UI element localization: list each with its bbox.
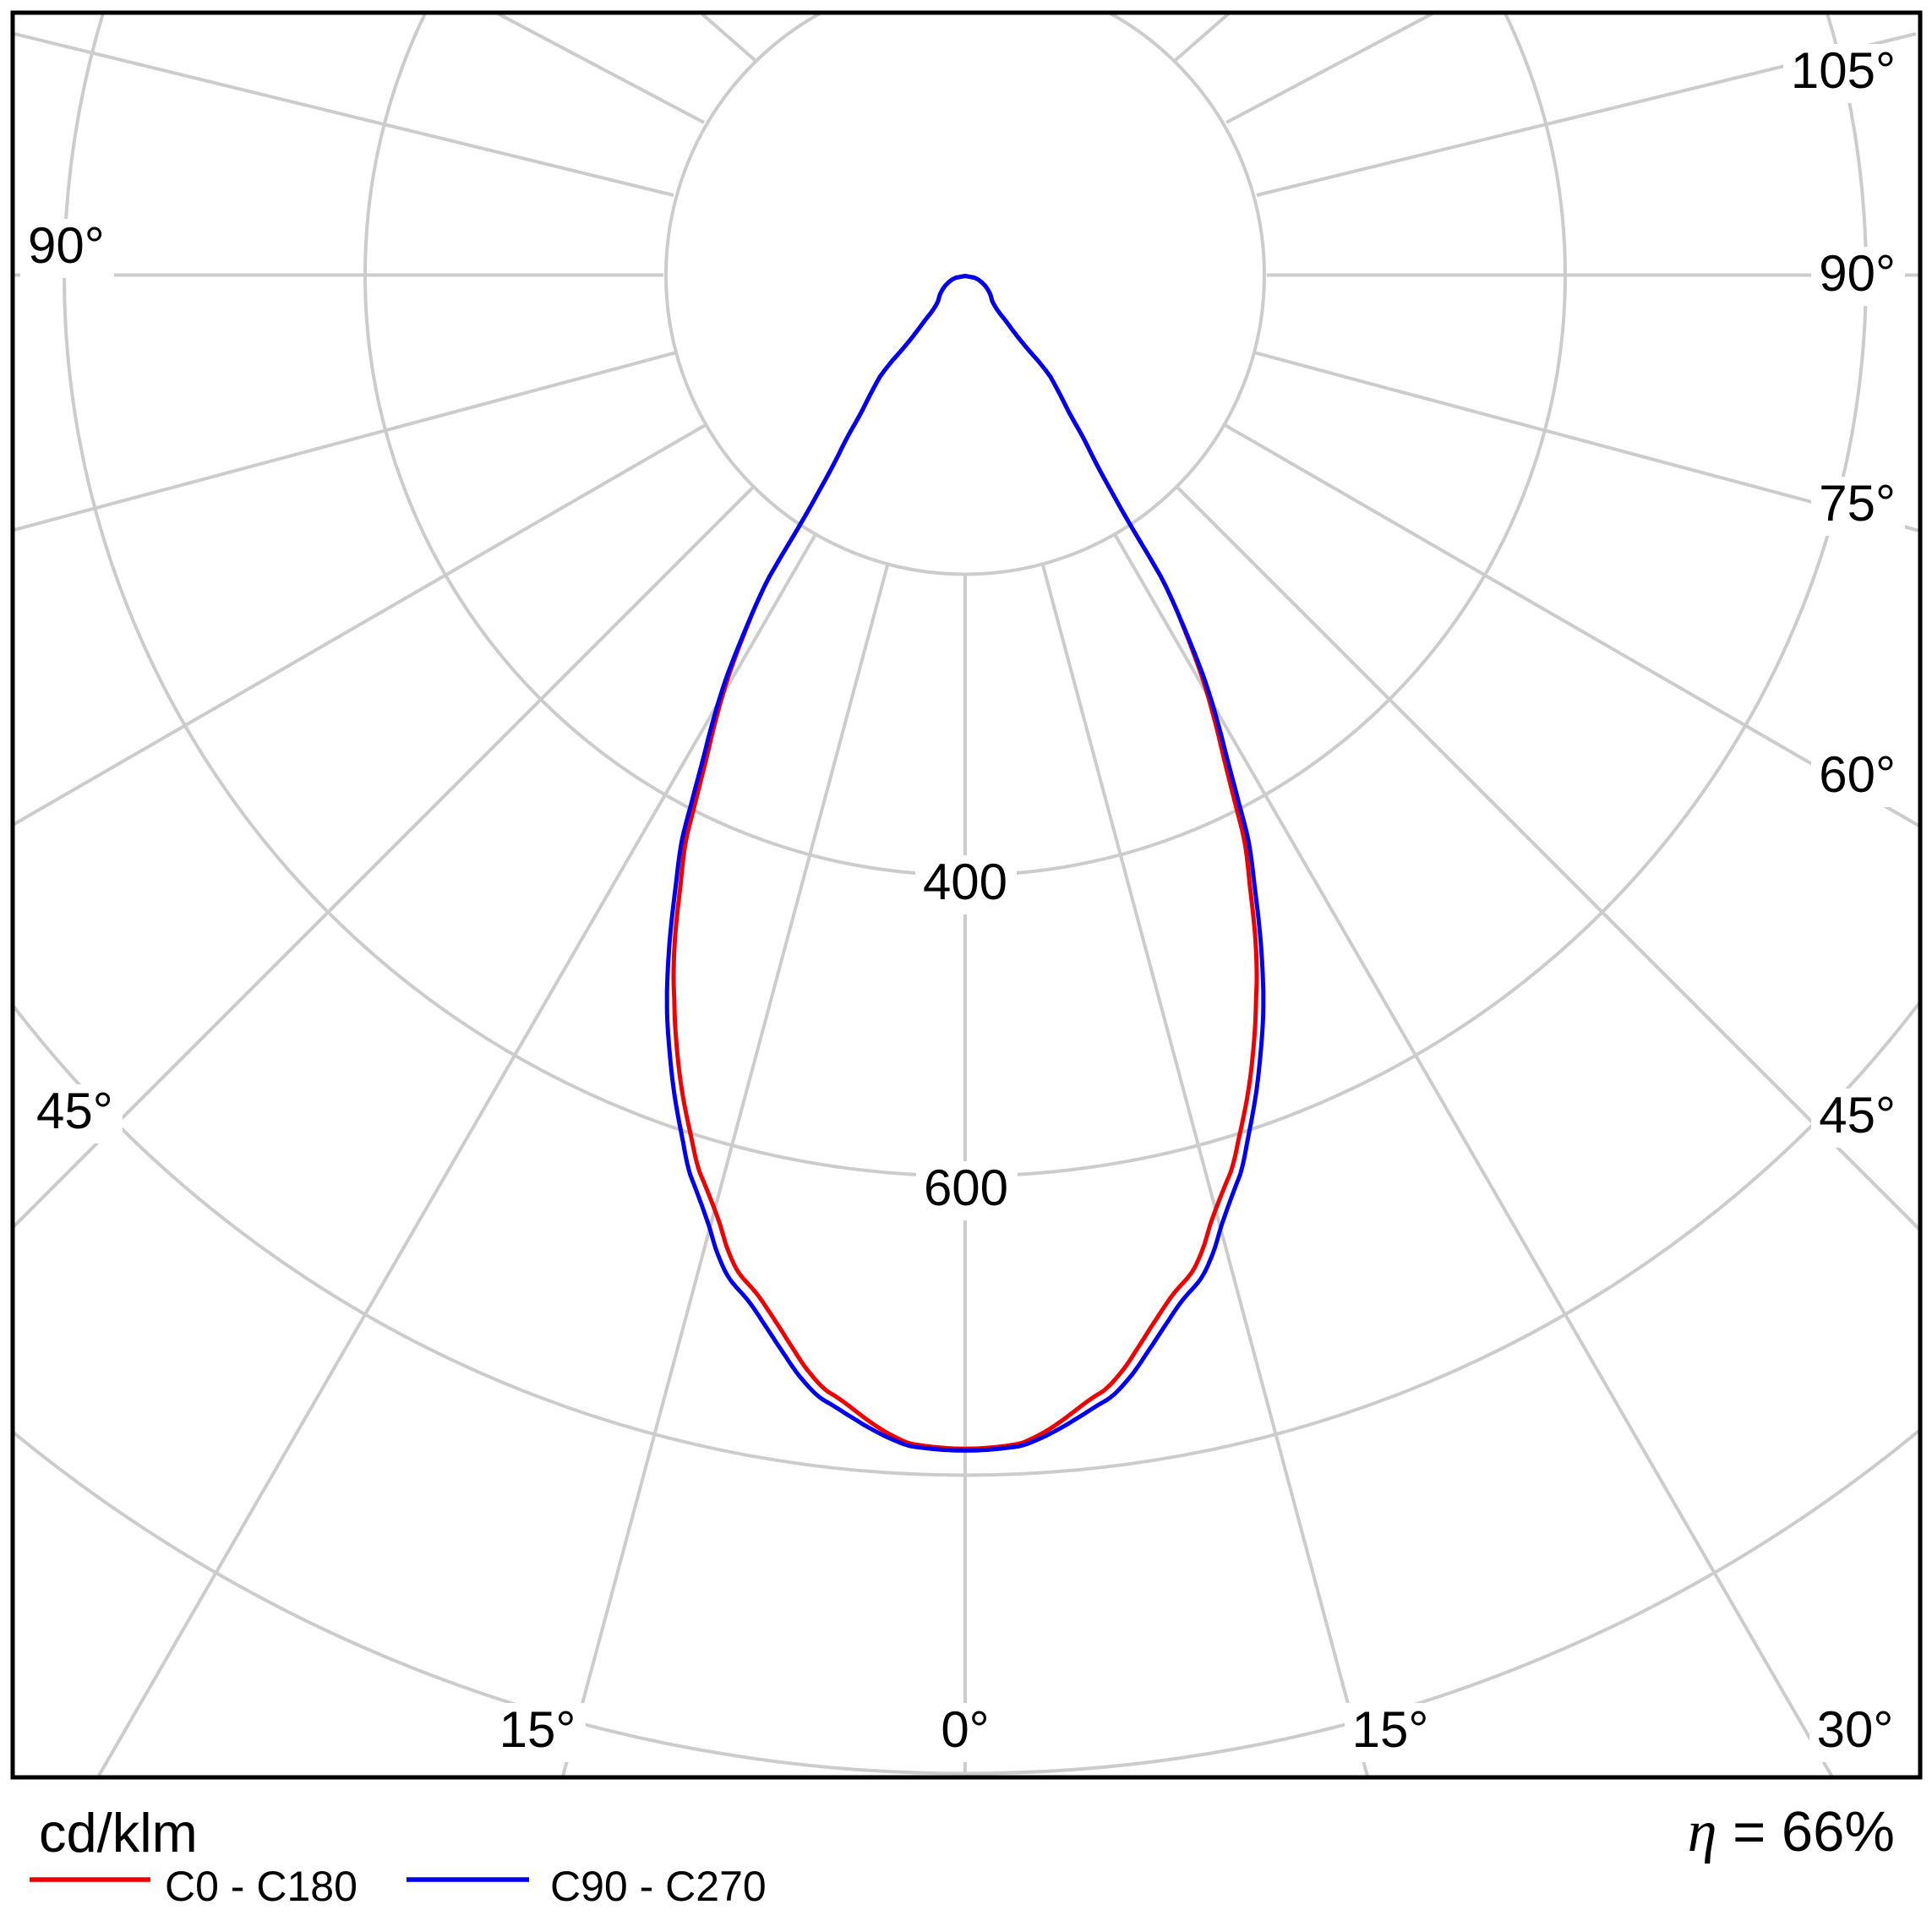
svg-text:0°: 0° <box>941 1701 989 1758</box>
svg-text:90°: 90° <box>1819 245 1896 302</box>
svg-text:cd/klm: cd/klm <box>39 1802 198 1864</box>
svg-text:30°: 30° <box>1817 1701 1894 1758</box>
svg-text:η = 66%: η = 66% <box>1688 1799 1895 1864</box>
svg-text:400: 400 <box>923 854 1007 910</box>
svg-text:45°: 45° <box>1819 1087 1896 1143</box>
svg-text:75°: 75° <box>1819 475 1896 532</box>
svg-text:90°: 90° <box>28 217 105 274</box>
svg-text:C0 - C180: C0 - C180 <box>165 1863 357 1910</box>
svg-text:15°: 15° <box>1352 1701 1429 1758</box>
svg-text:C90 - C270: C90 - C270 <box>550 1863 767 1910</box>
svg-text:60°: 60° <box>1819 746 1896 803</box>
svg-text:15°: 15° <box>499 1701 576 1758</box>
svg-text:600: 600 <box>924 1160 1008 1216</box>
svg-text:105°: 105° <box>1791 42 1896 99</box>
svg-text:45°: 45° <box>36 1083 113 1139</box>
